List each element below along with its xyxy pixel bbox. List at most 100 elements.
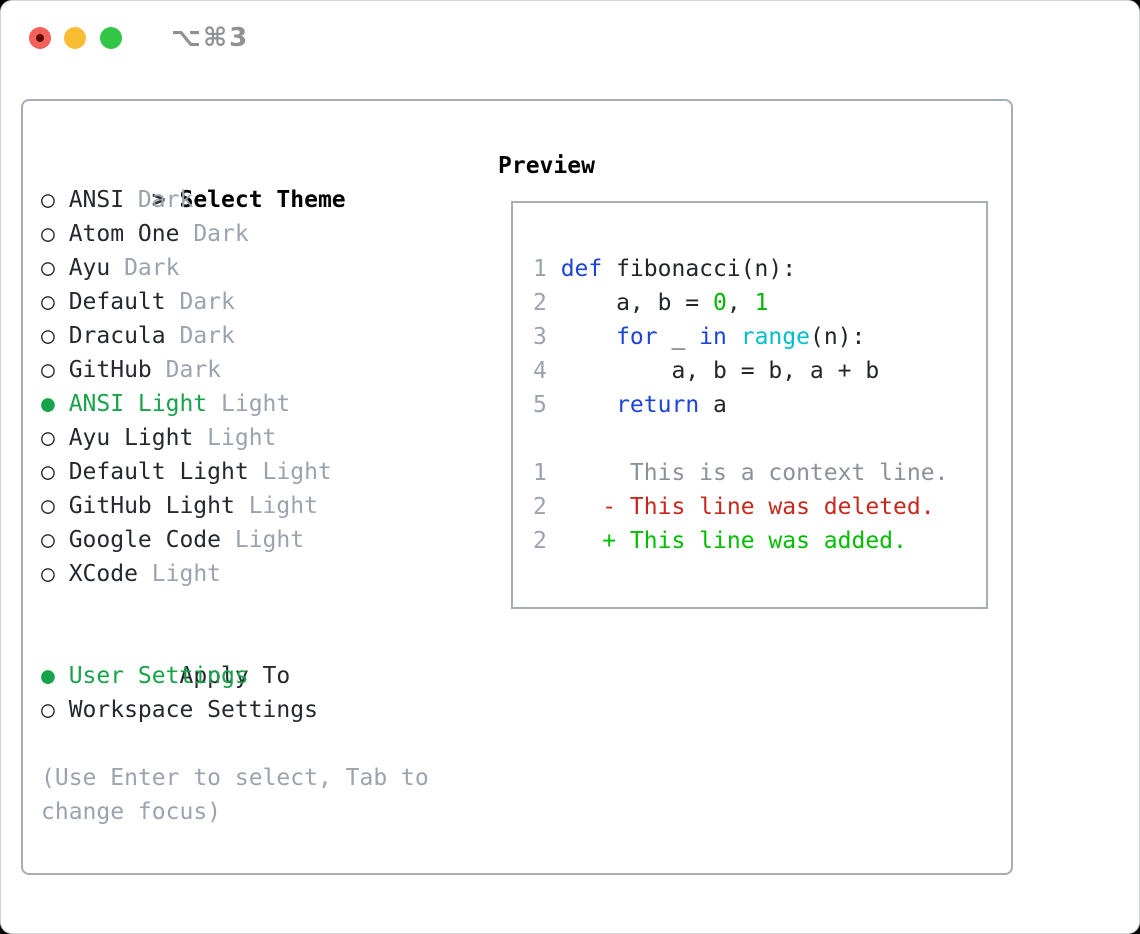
line-number: 2 (533, 528, 547, 554)
blank-line (533, 422, 968, 456)
help-text: (Use Enter to select, Tab to change focu… (41, 765, 429, 825)
theme-list-header: > Select Theme (41, 149, 346, 213)
radio-icon: ○ (41, 527, 55, 553)
theme-variant: Dark (165, 357, 222, 383)
theme-name: GitHub (68, 357, 152, 383)
apply-to-option-label: Workspace Settings (68, 697, 318, 723)
preview-header: Preview (498, 153, 595, 179)
theme-name: Default (68, 289, 166, 315)
radio-icon: ○ (41, 357, 55, 383)
code-segment-plain: a (699, 392, 727, 418)
window-title: ⌥⌘3 (171, 23, 250, 53)
radio-icon: ○ (41, 323, 55, 349)
theme-option[interactable]: ○ Google Code Light (41, 523, 346, 557)
line-number: 2 (533, 290, 547, 316)
code-segment-numlit: 1 (754, 290, 769, 316)
radio-icon: ○ (41, 561, 55, 587)
theme-option[interactable]: ● ANSI Light Light (41, 387, 346, 421)
code-segment-kw: in (699, 324, 727, 350)
apply-to-title: Apply To (179, 663, 291, 689)
theme-variant: Dark (179, 323, 235, 349)
line-number: 1 (533, 256, 547, 282)
theme-name: Default Light (68, 459, 249, 485)
radio-icon: ○ (41, 187, 55, 213)
line-number: 5 (533, 392, 547, 418)
code-line: 5 return a (533, 388, 968, 422)
line-number: 2 (533, 494, 547, 520)
theme-name: Dracula (68, 323, 166, 349)
theme-variant: Dark (179, 289, 235, 315)
close-button[interactable] (29, 27, 51, 49)
radio-selected-icon: ● (41, 391, 55, 417)
code-segment-kw: for (616, 324, 658, 350)
theme-option[interactable]: ○ Default Light Light (41, 455, 346, 489)
apply-to-header: Apply To (41, 625, 318, 689)
diff-line: 1 This is a context line. (533, 456, 968, 490)
code-segment-add: + This line was added. (560, 528, 907, 554)
zoom-button[interactable] (100, 27, 122, 49)
theme-option[interactable]: ○ Default Dark (41, 285, 346, 319)
code-segment-plain: fibonacci(n): (602, 256, 797, 282)
theme-option[interactable]: ○ GitHub Dark (41, 353, 346, 387)
code-segment-plain: _ (657, 324, 700, 350)
theme-variant: Light (262, 459, 332, 485)
line-number: 1 (533, 460, 547, 486)
theme-variant: Dark (193, 221, 249, 247)
radio-selected-icon: ● (41, 663, 55, 689)
theme-list: > Select Theme ○ ANSI Dark ○ Atom One Dark ○ Ayu… (41, 149, 346, 591)
code-segment-plain: a, b = (560, 290, 714, 316)
code-segment-plain (727, 324, 741, 350)
theme-variant: Dark (124, 255, 180, 281)
apply-to-option-label: User Settings (68, 663, 249, 689)
radio-icon: ○ (41, 459, 55, 485)
radio-icon: ○ (41, 493, 55, 519)
apply-to-option[interactable]: ○ Workspace Settings (41, 693, 318, 727)
code-segment-plain: (n): (809, 324, 866, 350)
code-segment-plain: , (726, 290, 755, 316)
theme-name: Ayu (68, 255, 111, 281)
code-line: 2 a, b = 0, 1 (533, 286, 968, 320)
radio-icon: ○ (41, 289, 55, 315)
radio-icon: ○ (41, 221, 55, 247)
theme-name: Atom One (68, 221, 180, 247)
theme-name: GitHub Light (68, 493, 235, 519)
theme-variant: Light (234, 527, 305, 553)
line-number: 4 (533, 358, 547, 384)
theme-variant: Light (207, 425, 277, 451)
theme-name: XCode (68, 561, 138, 587)
minimize-button[interactable] (64, 27, 86, 49)
theme-name: ANSI (68, 187, 125, 213)
theme-name: Ayu Light (68, 425, 194, 451)
code-segment-kw: return (616, 392, 700, 418)
theme-option[interactable]: ○ Ayu Light Light (41, 421, 346, 455)
code-segment-kw: def (560, 256, 603, 282)
code-segment-plain (561, 392, 616, 418)
apply-to-section: Apply To ● User Settings ○ Workspace Settin… (41, 625, 318, 727)
code-segment-ctx: This is a context line. (560, 460, 949, 486)
theme-option[interactable]: ○ Atom One Dark (41, 217, 346, 251)
code-segment-plain: a, b = b, a + b (560, 358, 880, 384)
theme-name: ANSI Light (68, 391, 208, 417)
radio-icon: ○ (41, 255, 55, 281)
theme-list-title: Select Theme (179, 187, 346, 213)
diff-line: 2 - This line was deleted. (533, 490, 968, 524)
theme-variant: Dark (137, 187, 194, 213)
theme-option[interactable]: ○ GitHub Light Light (41, 489, 346, 523)
theme-option[interactable]: ○ ANSI Dark (41, 183, 346, 217)
theme-variant: Light (248, 493, 318, 519)
code-segment-del: - This line was deleted. (560, 494, 935, 520)
titlebar: ⌥⌘3 (1, 1, 1139, 76)
theme-variant: Light (151, 561, 222, 587)
code-segment-numlit: 0 (713, 290, 727, 316)
theme-name: Google Code (68, 527, 222, 553)
theme-option[interactable]: ○ Ayu Dark (41, 251, 346, 285)
theme-option[interactable]: ○ Dracula Dark (41, 319, 346, 353)
main-panel: > Select Theme ○ ANSI Dark ○ Atom One Dark ○ Ayu… (21, 99, 1013, 875)
cursor-icon: > (151, 187, 166, 213)
theme-variant: Light (221, 391, 291, 417)
apply-to-option[interactable]: ● User Settings (41, 659, 318, 693)
code-segment-plain (561, 324, 616, 350)
theme-option[interactable]: ○ XCode Light (41, 557, 346, 591)
